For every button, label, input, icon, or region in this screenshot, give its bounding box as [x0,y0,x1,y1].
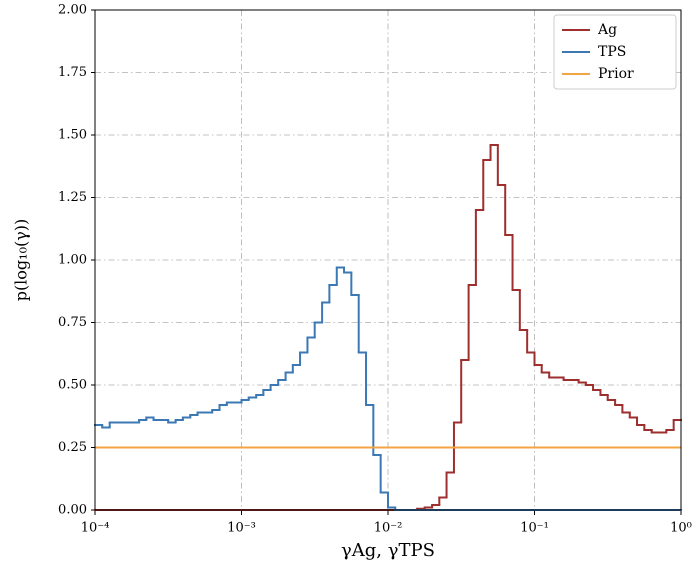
legend-label: TPS [598,44,626,60]
y-tick-label: 1.75 [58,65,87,80]
y-axis-label: p(log₁₀(γ)) [12,219,31,302]
y-tick-label: 0.25 [58,440,87,455]
legend-box [553,14,677,90]
x-tick-label: 10⁻⁴ [81,521,110,536]
x-tick-label: 10⁻³ [227,521,256,536]
x-tick-label: 10⁻¹ [520,521,549,536]
y-tick-label: 1.50 [58,128,87,143]
y-tick-label: 0.50 [58,378,87,393]
x-axis-label: γAg, γTPS [341,540,435,561]
x-tick-label: 10⁰ [670,521,692,536]
y-tick-label: 1.00 [58,253,87,268]
y-tick-label: 1.25 [58,190,87,205]
y-tick-label: 2.00 [58,3,87,18]
legend-label: Ag [597,22,617,38]
legend-label: Prior [598,66,634,82]
y-tick-label: 0.75 [58,315,87,330]
plot-frame [94,9,682,511]
y-tick-label: 0.00 [58,503,87,518]
x-tick-label: 10⁻² [374,521,403,536]
